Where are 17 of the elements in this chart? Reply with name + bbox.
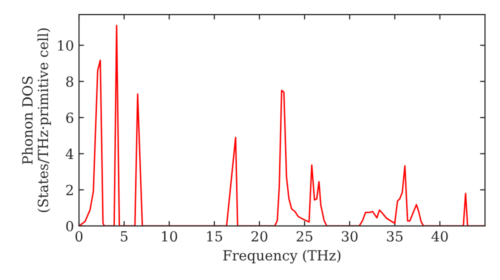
y-tick-label: 2 xyxy=(66,184,73,196)
x-tick-label: 30 xyxy=(342,231,358,242)
y-tick-label: 6 xyxy=(66,112,74,124)
y-axis-title: Phonon DOS (States/THz·primitive cell) xyxy=(22,28,51,212)
x-tick-label: 5 xyxy=(120,231,128,242)
x-tick-label: 20 xyxy=(252,231,268,242)
x-tick-label: 40 xyxy=(431,231,448,242)
y-tick-label: 0 xyxy=(66,220,74,232)
x-axis-title: Frequency (THz) xyxy=(223,250,340,264)
x-tick-label: 15 xyxy=(207,231,222,242)
y-tick-label: 10 xyxy=(58,40,74,51)
x-tick-label: 35 xyxy=(387,231,403,242)
x-tick-label: 10 xyxy=(162,231,178,242)
x-tick-label: 25 xyxy=(296,231,312,242)
y-tick-label: 8 xyxy=(66,76,74,87)
x-tick-label: 0 xyxy=(75,231,82,242)
y-tick-label: 4 xyxy=(66,148,74,159)
